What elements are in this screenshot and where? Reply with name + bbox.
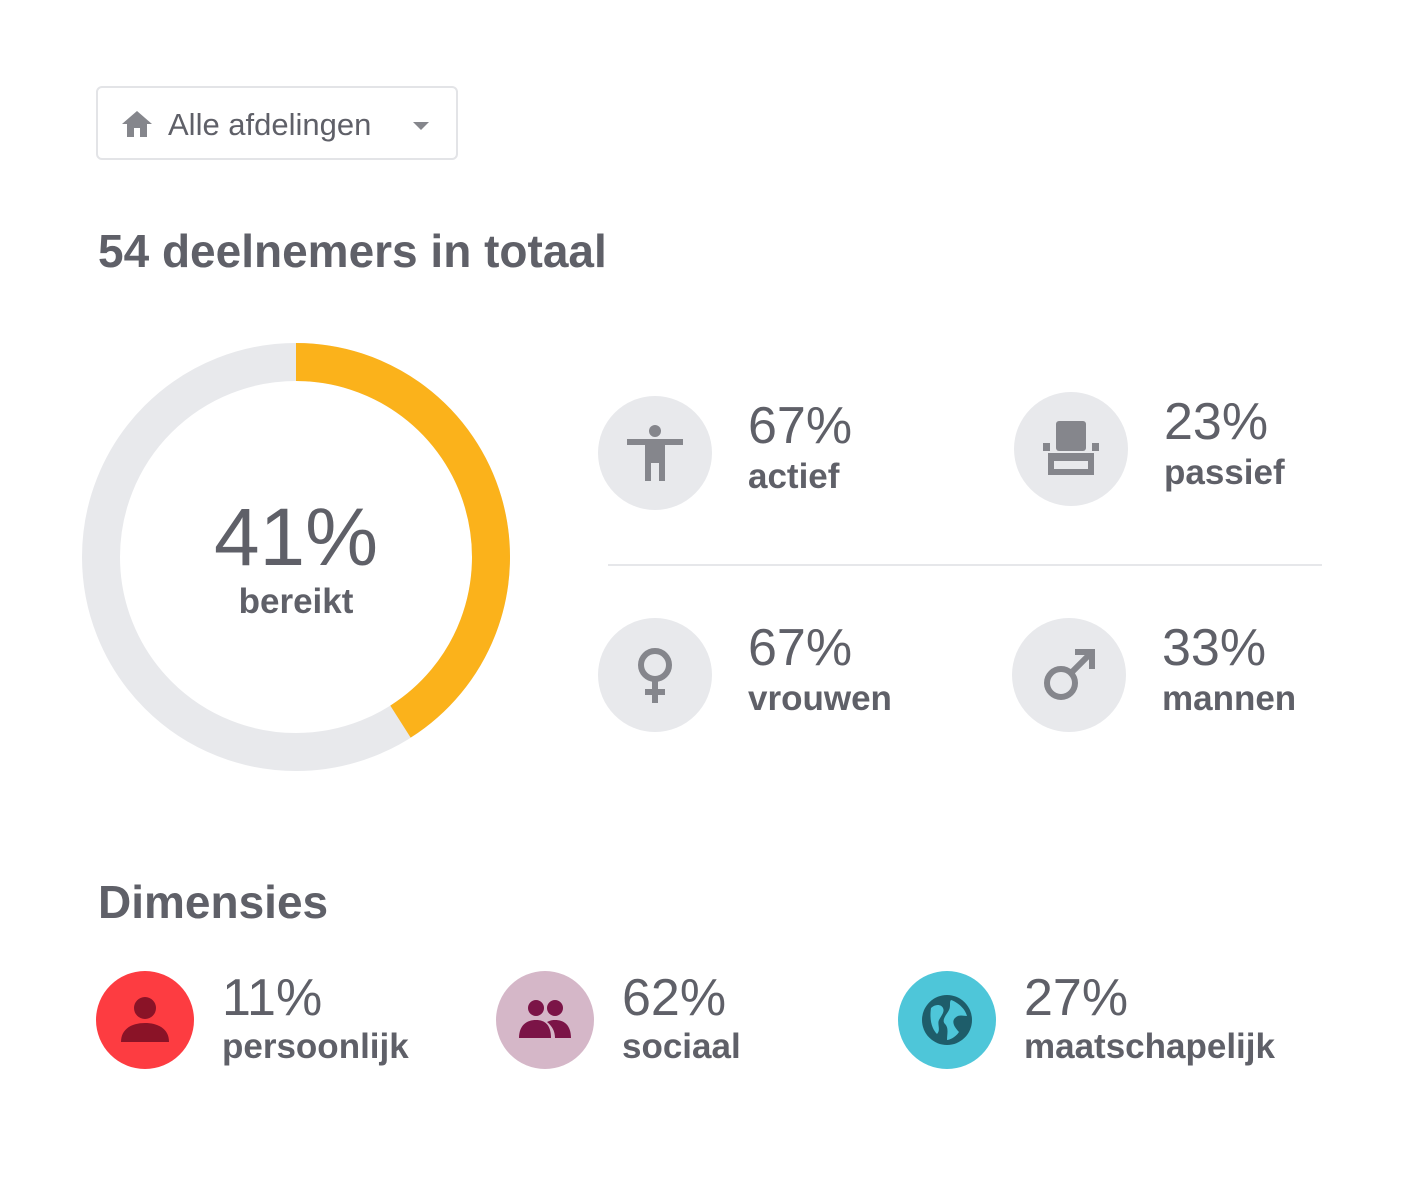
societal-label: maatschapelijk (1024, 1027, 1275, 1066)
women-value: 67% (748, 619, 853, 677)
reach-label: bereikt (238, 582, 354, 621)
personal-label: persoonlijk (222, 1027, 409, 1066)
men-icon-badge (1012, 618, 1126, 732)
person-active-icon (627, 425, 683, 481)
societal-icon-badge (898, 971, 996, 1069)
armchair-icon (1043, 421, 1099, 475)
globe-icon (922, 995, 972, 1045)
women-icon-badge (598, 618, 712, 732)
dimensions-title: Dimensies (98, 876, 329, 928)
personal-icon-badge (96, 971, 194, 1069)
active-value: 67% (748, 397, 853, 455)
participants-total-title: 54 deelnemers in totaal (98, 225, 607, 277)
social-value: 62% (622, 969, 727, 1027)
home-icon (122, 111, 152, 137)
chevron-down-icon (413, 122, 429, 130)
societal-value: 27% (1024, 969, 1129, 1027)
reach-value: 41% (213, 492, 379, 583)
men-value: 33% (1162, 619, 1267, 677)
personal-value: 11% (222, 969, 323, 1027)
stats-divider (608, 564, 1322, 566)
men-label: mannen (1162, 679, 1297, 718)
reach-donut (82, 343, 510, 771)
passive-label: passief (1164, 453, 1285, 492)
women-label: vrouwen (748, 679, 892, 718)
social-icon-badge (496, 971, 594, 1069)
male-icon (1044, 649, 1095, 700)
department-select[interactable]: Alle afdelingen (96, 86, 458, 160)
female-icon (638, 648, 672, 703)
reach-donut-arc (295, 343, 510, 738)
person-icon (121, 997, 169, 1042)
active-label: actief (748, 457, 840, 496)
passive-icon-badge (1014, 392, 1128, 506)
active-icon-badge (598, 396, 712, 510)
social-label: sociaal (622, 1027, 741, 1066)
passive-value: 23% (1164, 393, 1269, 451)
group-icon (519, 1000, 571, 1038)
department-select-label: Alle afdelingen (168, 107, 372, 142)
